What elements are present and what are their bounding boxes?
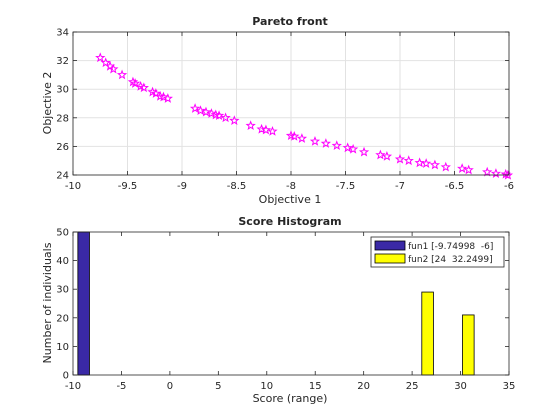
pareto-point-marker (256, 123, 267, 134)
pareto-x-tick-label: -9 (177, 181, 187, 192)
pareto-point-marker (358, 146, 370, 157)
pareto-x-axis-label: Objective 1 (259, 193, 322, 206)
histogram-x-tick-label: 20 (357, 381, 370, 392)
pareto-point-marker (414, 157, 425, 168)
legend-label-series-1: fun1 [-9.74998 -6] (408, 242, 493, 252)
histogram-y-tick-label: 20 (56, 313, 69, 324)
pareto-y-tick-label: 32 (56, 56, 69, 67)
pareto-point-marker (195, 105, 206, 116)
pareto-point-marker (309, 135, 321, 146)
pareto-point-marker (267, 125, 278, 136)
pareto-point-marker (482, 166, 493, 177)
pareto-point-marker (206, 108, 217, 118)
histogram-y-tick-label: 40 (56, 256, 69, 267)
histogram-bar-series-2 (421, 291, 434, 376)
pareto-point-marker (260, 124, 272, 135)
histogram-axes-box (72, 231, 510, 376)
legend-label-series-2: fun2 [24 32.2499] (408, 255, 493, 265)
pareto-point-marker (289, 130, 300, 141)
histogram-x-tick-label: 30 (454, 381, 467, 392)
legend-swatch-series-1 (374, 240, 406, 251)
pareto-point-marker (502, 169, 514, 180)
histogram-x-tick-label: 10 (260, 381, 273, 392)
pareto-point-marker (245, 120, 256, 131)
pareto-point-marker (220, 112, 231, 123)
histogram-x-tick-label: -10 (65, 381, 81, 392)
pareto-point-marker (456, 163, 468, 173)
pareto-y-tick-label: 24 (56, 171, 69, 182)
histogram-y-tick-label: 10 (56, 342, 69, 353)
histogram-y-tick-label: 50 (56, 228, 69, 239)
pareto-x-tick-label: -8.5 (227, 181, 247, 192)
pareto-plot-area (72, 31, 510, 176)
pareto-point-marker (331, 140, 342, 151)
pareto-point-marker (463, 164, 474, 175)
pareto-x-tick-label: -7 (395, 181, 405, 192)
pareto-point-marker (403, 155, 414, 166)
pareto-x-tick-label: -6 (504, 181, 514, 192)
histogram-y-tick-label: 0 (63, 371, 69, 382)
pareto-point-marker (158, 91, 169, 102)
histogram-x-axis-label: Score (range) (253, 392, 328, 405)
pareto-point-marker (162, 93, 173, 103)
pareto-point-marker (348, 143, 359, 154)
histogram-x-tick-label: 35 (503, 381, 516, 392)
pareto-point-marker (189, 103, 201, 113)
pareto-point-marker (320, 138, 332, 148)
pareto-y-axis-label: Objective 2 (41, 72, 54, 135)
pareto-point-marker (130, 78, 141, 88)
histogram-x-tick-label: 15 (309, 381, 322, 392)
pareto-point-marker (381, 151, 393, 161)
pareto-point-marker (229, 115, 240, 126)
histogram-chart-title: Score Histogram (238, 215, 341, 228)
pareto-point-marker (108, 63, 119, 74)
pareto-point-marker (440, 161, 451, 172)
histogram-x-tick-label: 5 (215, 381, 221, 392)
pareto-y-tick-label: 34 (56, 28, 69, 39)
pareto-point-marker (296, 133, 308, 143)
histogram-legend: fun1 [-9.74998 -6] fun2 [24 32.2499] (370, 236, 505, 268)
histogram-x-tick-label: 25 (406, 381, 419, 392)
pareto-point-marker (213, 110, 225, 121)
pareto-y-tick-label: 26 (56, 142, 69, 153)
pareto-points (95, 52, 514, 180)
pareto-point-marker (116, 69, 128, 80)
pareto-y-tick-label: 28 (56, 113, 69, 124)
pareto-point-marker (375, 149, 386, 160)
pareto-point-marker (490, 168, 502, 178)
pareto-x-tick-label: -7.5 (336, 181, 356, 192)
pareto-point-marker (100, 57, 111, 68)
histogram-x-tick-label: -5 (116, 381, 126, 392)
pareto-y-tick-label: 30 (56, 85, 69, 96)
histogram-y-axis-label: Number of individuals (41, 242, 54, 363)
legend-swatch-series-2 (374, 253, 406, 264)
pareto-x-tick-label: -9.5 (118, 181, 138, 192)
pareto-point-marker (394, 153, 406, 164)
pareto-point-marker (429, 159, 441, 170)
pareto-point-marker (138, 82, 149, 93)
histogram-bar-series-1 (77, 231, 90, 376)
histogram-x-tick-label: 0 (167, 381, 173, 392)
pareto-point-marker (342, 142, 353, 153)
score-histogram-axes: Score Histogram Score (range) Number of … (41, 215, 515, 405)
pareto-x-tick-label: -6.5 (445, 181, 465, 192)
histogram-bar-series-2 (462, 314, 475, 376)
pareto-x-tick-label: -10 (65, 181, 81, 192)
pareto-front-axes: Pareto front Objective 1 Objective 2 -10… (41, 15, 514, 206)
pareto-chart-title: Pareto front (252, 15, 328, 28)
pareto-point-marker (95, 52, 106, 63)
pareto-point-marker (421, 158, 432, 168)
histogram-y-tick-label: 30 (56, 285, 69, 296)
pareto-x-tick-label: -8 (286, 181, 296, 192)
pareto-point-marker (200, 106, 212, 117)
